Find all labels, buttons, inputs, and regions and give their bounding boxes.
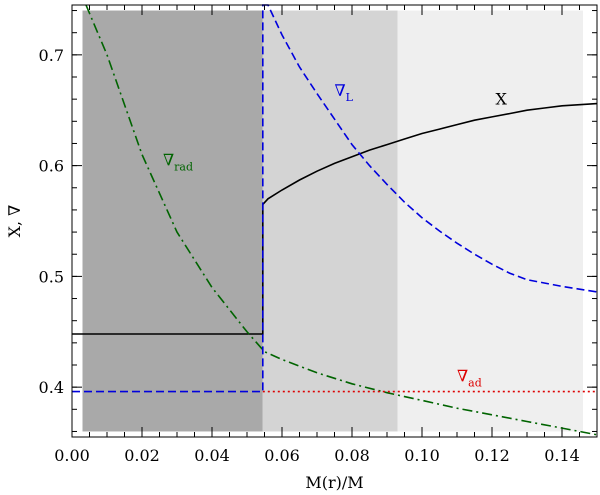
shaded-regions — [82, 10, 583, 432]
axis-ticks — [71, 5, 598, 437]
grad-rad-series-line — [85, 4, 598, 436]
tick-labels: 0.00 0.02 0.04 0.06 0.08 0.10 0.12 0.14 0.4 0.5 0.… — [39, 46, 580, 465]
y-tick-label: 0.6 — [39, 157, 64, 176]
x-tick-label: 0.04 — [194, 446, 230, 465]
x-tick-label: 0.14 — [544, 446, 580, 465]
x-tick-label: 0.00 — [54, 446, 90, 465]
x-tick-label: 0.12 — [474, 446, 510, 465]
x-tick-label: 0.08 — [334, 446, 370, 465]
shaded-region-3 — [397, 10, 583, 432]
shaded-region-2 — [262, 10, 398, 432]
x-tick-label: 0.02 — [124, 446, 160, 465]
plot-frame — [71, 4, 598, 438]
x-tick-label: 0.06 — [264, 446, 300, 465]
grad-l-series-line — [72, 4, 598, 393]
x-series-label: X — [496, 90, 508, 109]
y-axis-label: X, ∇ — [5, 205, 24, 238]
shaded-region-1 — [82, 10, 263, 432]
y-tick-label: 0.4 — [39, 378, 64, 397]
y-tick-label: 0.5 — [39, 267, 64, 286]
x-tick-label: 0.10 — [404, 446, 440, 465]
series-lines — [72, 4, 598, 436]
x-series-line — [72, 102, 598, 335]
x-axis-label: M(r)/M — [305, 473, 363, 492]
y-tick-label: 0.7 — [39, 46, 64, 65]
